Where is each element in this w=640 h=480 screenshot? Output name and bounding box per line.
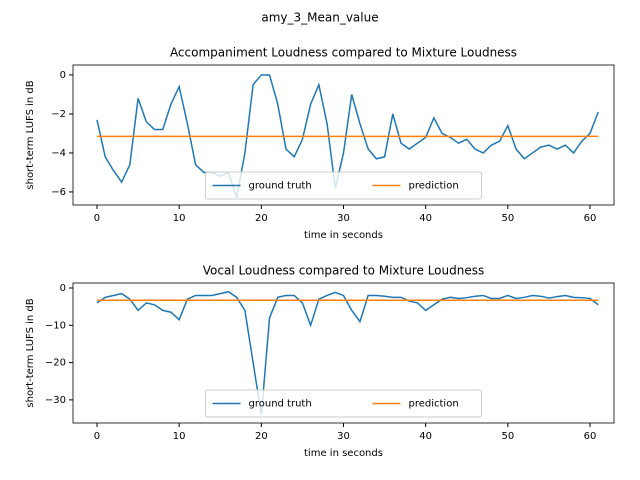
y-tick-label: −2: [51, 109, 66, 120]
axes-title: Vocal Loudness compared to Mixture Loudn…: [203, 264, 485, 278]
x-tick-label: 60: [584, 213, 597, 224]
y-tick-label: −10: [45, 320, 66, 331]
axes-frame: [72, 282, 615, 424]
y-axis-label: short-term LUFS in dB: [25, 80, 36, 189]
figure-title: amy_3_Mean_value: [261, 11, 378, 25]
axes-frame: [72, 64, 615, 206]
y-tick-label: −30: [45, 395, 66, 406]
x-tick-label: 30: [337, 213, 350, 224]
x-tick-label: 20: [255, 213, 268, 224]
legend-label: prediction: [409, 399, 459, 410]
x-tick-label: 40: [419, 431, 432, 442]
legend-label: ground truth: [249, 399, 312, 410]
y-tick-label: 0: [60, 70, 66, 81]
x-tick-label: 50: [501, 213, 514, 224]
x-axis-label: time in seconds: [304, 448, 383, 459]
x-tick-label: 30: [337, 431, 350, 442]
y-tick-label: −4: [51, 148, 66, 159]
x-tick-label: 10: [173, 431, 186, 442]
x-axis-label: time in seconds: [304, 230, 383, 241]
legend-box: [205, 389, 482, 418]
x-tick-label: 0: [94, 431, 100, 442]
y-tick-label: 0: [60, 283, 66, 294]
axes-title: Accompaniment Loudness compared to Mixtu…: [170, 46, 517, 60]
x-tick-label: 0: [94, 213, 100, 224]
y-tick-label: −6: [51, 187, 66, 198]
x-tick-label: 60: [584, 431, 597, 442]
legend-label: ground truth: [249, 181, 312, 192]
data-line: [96, 290, 599, 415]
legend-box: [205, 171, 482, 200]
x-tick-label: 20: [255, 431, 268, 442]
x-tick-label: 40: [419, 213, 432, 224]
y-axis-label: short-term LUFS in dB: [25, 298, 36, 407]
x-tick-label: 10: [173, 213, 186, 224]
data-line: [96, 74, 599, 199]
x-tick-label: 50: [501, 431, 514, 442]
legend-label: prediction: [409, 181, 459, 192]
y-tick-label: −20: [45, 358, 66, 369]
